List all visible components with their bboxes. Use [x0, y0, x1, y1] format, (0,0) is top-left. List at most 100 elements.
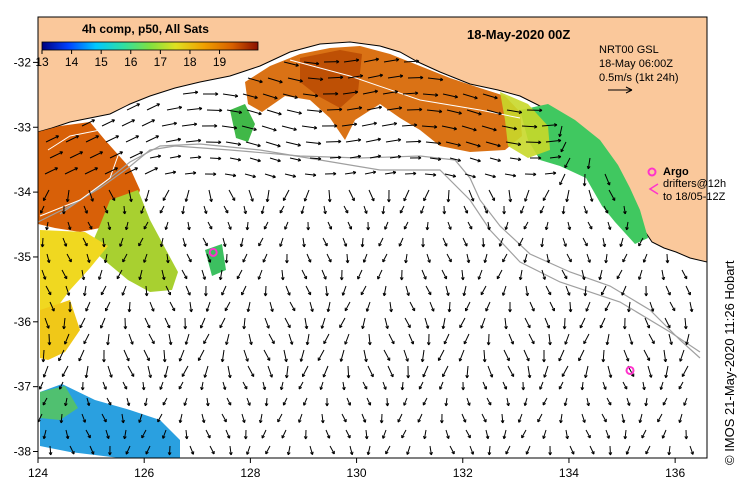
current-vector-arrow	[678, 381, 684, 390]
current-vector-arrow	[202, 92, 219, 96]
current-vector-arrow	[546, 253, 551, 264]
current-vector-arrow	[224, 301, 231, 312]
current-vector-arrow	[505, 141, 522, 147]
current-vector-arrow	[161, 121, 178, 127]
current-vector-arrow	[407, 75, 424, 80]
current-vector-arrow	[264, 317, 270, 329]
current-vector-arrow	[125, 135, 140, 143]
current-vector-arrow	[282, 397, 288, 406]
current-vector-arrow	[349, 445, 354, 456]
current-vector-arrow	[260, 205, 265, 215]
current-vector-arrow	[488, 189, 496, 202]
current-vector-arrow	[678, 413, 683, 423]
current-vector-arrow	[500, 413, 505, 424]
current-vector-arrow	[84, 167, 99, 175]
colorbar-scale	[41, 41, 259, 51]
current-vector-arrow	[88, 189, 94, 202]
current-vector-arrow	[84, 365, 89, 379]
current-vector-arrow	[303, 397, 308, 406]
current-vector-arrow	[101, 119, 116, 127]
current-vector-arrow	[583, 285, 588, 297]
current-vector-arrow	[485, 141, 501, 148]
current-vector-arrow	[325, 429, 331, 439]
current-vector-arrow	[426, 253, 431, 263]
current-vector-arrow	[387, 189, 391, 203]
current-vector-arrow	[78, 349, 85, 362]
current-vector-arrow	[425, 221, 430, 231]
current-vector-arrow	[439, 413, 444, 424]
model-info-line3: 0.5m/s (1kt 24h)	[599, 72, 678, 84]
current-vector-arrow	[125, 445, 131, 455]
current-vector-arrow	[589, 445, 595, 455]
current-vector-arrow	[284, 221, 289, 230]
current-vector-arrow	[209, 445, 215, 455]
current-vector-arrow	[39, 205, 45, 214]
current-vector-arrow	[346, 106, 363, 111]
current-vector-arrow	[424, 317, 430, 329]
current-vector-arrow	[525, 445, 531, 455]
model-info: NRT00 GSL 18-May 06:00Z 0.5m/s (1kt 24h)	[599, 44, 678, 94]
current-vector-arrow	[606, 397, 612, 406]
current-vector-arrow	[585, 301, 591, 312]
current-vector-arrow	[159, 237, 164, 248]
current-vector-arrow	[245, 221, 250, 231]
current-vector-arrow	[305, 333, 310, 346]
current-vector-arrow	[224, 253, 229, 264]
current-vector-arrow	[242, 381, 248, 390]
current-vector-arrow	[184, 333, 190, 345]
current-vector-arrow	[323, 59, 340, 64]
current-vector-arrow	[246, 397, 251, 406]
current-vector-arrow	[607, 221, 612, 231]
current-vector-arrow	[482, 93, 498, 100]
current-vector-arrow	[65, 135, 80, 143]
current-vector-arrow	[401, 123, 418, 127]
current-vector-arrow	[637, 269, 643, 280]
current-vector-arrow	[625, 221, 629, 231]
current-vector-arrow	[463, 205, 469, 214]
current-vector-arrow	[403, 59, 420, 64]
current-vector-arrow	[521, 124, 538, 129]
current-vector-arrow	[62, 237, 68, 247]
current-vector-arrow	[565, 285, 571, 296]
current-vector-arrow	[321, 269, 327, 280]
current-vector-arrow	[447, 301, 452, 313]
current-vector-arrow	[520, 205, 525, 214]
current-vector-arrow	[58, 349, 65, 362]
current-vector-arrow	[586, 397, 591, 407]
colorbar-tick-label: 13	[35, 55, 49, 69]
current-vector-arrow	[321, 124, 338, 128]
current-vector-arrow	[243, 429, 248, 440]
x-tick-label: 130	[347, 466, 367, 480]
current-vector-arrow	[107, 365, 113, 378]
current-vector-arrow	[223, 205, 229, 214]
current-vector-arrow	[286, 445, 291, 456]
current-vector-arrow	[282, 189, 290, 202]
current-vector-arrow	[261, 429, 267, 439]
current-vector-arrow	[561, 269, 568, 280]
current-vector-arrow	[441, 125, 457, 131]
current-vector-arrow	[423, 189, 430, 202]
current-vector-arrow	[381, 205, 386, 215]
current-vector-arrow	[342, 90, 359, 95]
current-vector-arrow	[539, 381, 544, 390]
current-vector-arrow	[541, 123, 558, 127]
current-vector-arrow	[363, 205, 368, 214]
current-vector-arrow	[301, 125, 318, 130]
current-vector-arrow	[124, 167, 139, 175]
current-vector-arrow	[263, 285, 268, 297]
current-vector-arrow	[187, 221, 191, 231]
current-vector-arrow	[81, 119, 96, 127]
current-vector-arrow	[289, 301, 296, 312]
current-vector-arrow	[548, 333, 552, 346]
current-vector-arrow	[166, 105, 183, 111]
current-vector-arrow	[664, 365, 669, 379]
current-vector-arrow	[109, 151, 124, 159]
current-vector-arrow	[38, 381, 44, 390]
current-vector-arrow	[345, 429, 351, 439]
current-vector-arrow	[581, 269, 586, 281]
current-vector-arrow	[244, 173, 256, 179]
current-vector-arrow	[363, 57, 380, 63]
current-vector-arrow	[389, 154, 402, 159]
current-vector-arrow	[362, 89, 379, 95]
current-vector-arrow	[341, 285, 347, 296]
